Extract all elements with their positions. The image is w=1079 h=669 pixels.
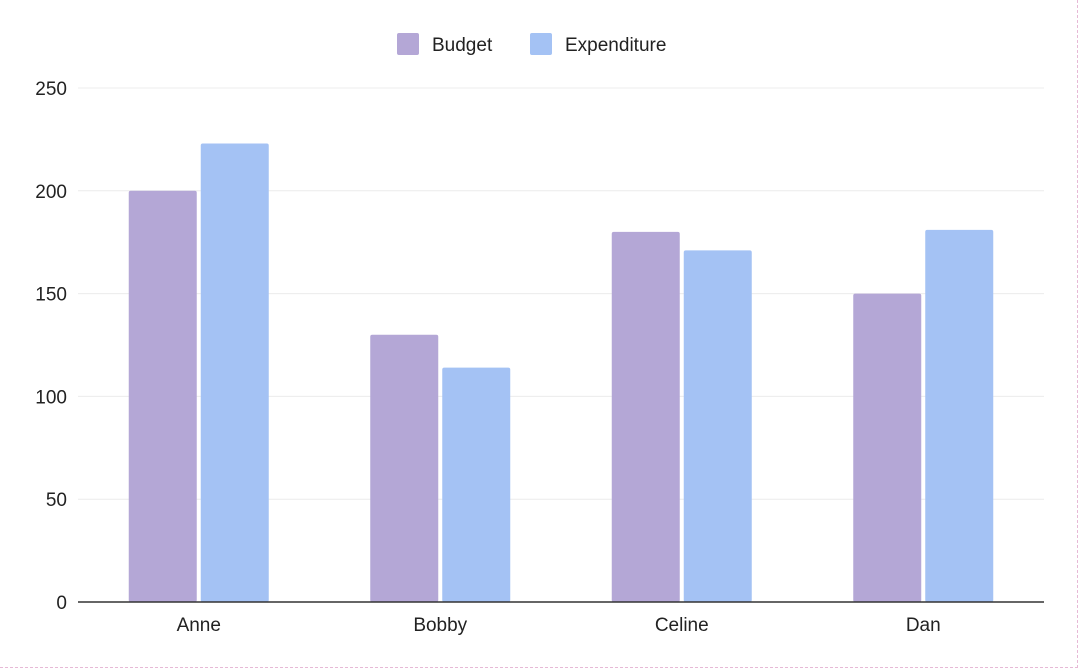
bar-expenditure-anne bbox=[200, 143, 269, 602]
y-tick-label: 150 bbox=[35, 285, 67, 306]
x-tick-label: Celine bbox=[655, 615, 709, 636]
bar-budget-celine bbox=[611, 231, 680, 603]
y-tick-label: 200 bbox=[35, 182, 67, 203]
legend-label-budget: Budget bbox=[432, 35, 493, 56]
y-tick-label: 250 bbox=[35, 79, 67, 100]
y-axis-ticks: 0 50 100 150 200 250 bbox=[35, 79, 67, 614]
bar-budget-anne bbox=[128, 190, 197, 603]
y-tick-label: 100 bbox=[35, 387, 67, 408]
x-tick-label: Bobby bbox=[413, 615, 467, 636]
legend-swatch-budget bbox=[397, 33, 419, 55]
legend-swatch-expenditure bbox=[530, 33, 552, 55]
bar-expenditure-celine bbox=[683, 250, 752, 602]
y-tick-label: 0 bbox=[56, 593, 67, 614]
bar-budget-bobby bbox=[370, 334, 439, 602]
bar-budget-dan bbox=[853, 293, 922, 602]
x-tick-label: Anne bbox=[177, 615, 221, 636]
x-tick-label: Dan bbox=[906, 615, 941, 636]
legend: Budget Expenditure bbox=[397, 33, 666, 56]
legend-label-expenditure: Expenditure bbox=[565, 35, 666, 56]
bars bbox=[128, 143, 994, 603]
bar-expenditure-bobby bbox=[442, 367, 511, 602]
bar-expenditure-dan bbox=[925, 229, 994, 602]
x-axis-ticks: Anne Bobby Celine Dan bbox=[177, 615, 941, 636]
y-tick-label: 50 bbox=[46, 490, 67, 511]
